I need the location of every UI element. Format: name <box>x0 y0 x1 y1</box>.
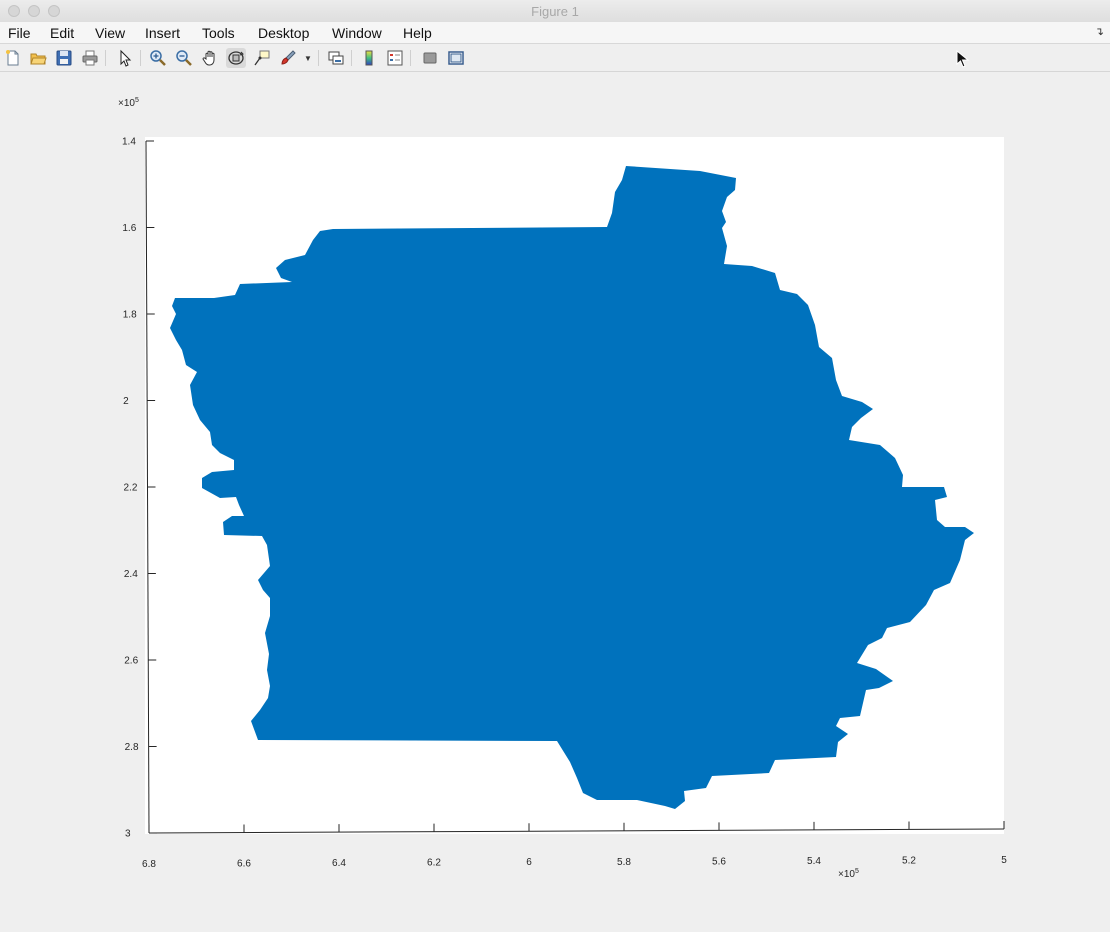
link-plot-icon[interactable] <box>326 48 346 68</box>
x-tick-label: 5.6 <box>712 856 726 867</box>
mouse-pointer-icon <box>956 50 970 68</box>
toolbar-separator <box>318 50 319 66</box>
region-fill <box>170 166 974 809</box>
menu-view[interactable]: View <box>95 25 126 41</box>
hide-plot-tools-icon[interactable] <box>420 48 440 68</box>
y-tick-label: 3 <box>125 829 131 840</box>
brush-icon[interactable] <box>278 48 298 68</box>
colorbar-icon[interactable] <box>359 48 379 68</box>
figure-toolbar: ▼ <box>0 44 1110 72</box>
menu-help[interactable]: Help <box>403 25 432 41</box>
window-titlebar: Figure 1 <box>0 0 1110 23</box>
menubar-dock-chevron-icon[interactable]: ↴ <box>1094 26 1104 38</box>
menubar: File Edit View Insert Tools Desktop Wind… <box>0 22 1110 44</box>
x-tick-label: 5 <box>1001 855 1007 866</box>
x-tick-label: 6 <box>526 857 532 868</box>
x-tick-label: 6.2 <box>427 858 441 869</box>
y-tick-label: 2.6 <box>124 656 138 667</box>
edit-plot-icon[interactable] <box>115 48 135 68</box>
legend-icon[interactable] <box>385 48 405 68</box>
brush-dropdown-chevron-icon[interactable]: ▼ <box>304 54 312 63</box>
x-tick-label: 5.2 <box>902 855 916 866</box>
show-plot-tools-icon[interactable] <box>446 48 466 68</box>
minimize-window-button[interactable] <box>28 5 40 17</box>
y-tick-label: 2.2 <box>124 483 138 494</box>
y-tick-label: 2.8 <box>125 742 139 753</box>
menu-window[interactable]: Window <box>332 25 382 41</box>
print-icon[interactable] <box>80 48 100 68</box>
x-axis-line <box>148 828 1005 834</box>
x-tick-label: 6.6 <box>237 859 251 870</box>
new-figure-icon[interactable] <box>3 48 23 68</box>
y-tick-label: 1.6 <box>122 223 136 234</box>
y-tick-label: 1.4 <box>122 137 136 148</box>
zoom-in-icon[interactable] <box>148 48 168 68</box>
toolbar-separator <box>105 50 106 66</box>
rotate-3d-icon[interactable] <box>226 48 246 68</box>
open-file-icon[interactable] <box>28 48 48 68</box>
y-tick-label: 2 <box>123 396 129 407</box>
menu-insert[interactable]: Insert <box>145 25 181 41</box>
x-tick-label: 6.8 <box>142 859 156 870</box>
toolbar-separator <box>351 50 352 66</box>
zoom-window-button[interactable] <box>48 5 60 17</box>
x-tick-label: 5.4 <box>807 856 821 867</box>
y-tick-label: 1.8 <box>123 310 137 321</box>
figure-canvas: 1.4 1.6 1.8 2 2.2 2.4 2.6 2.8 3 6.8 6.6 6.4 6.2 6 5.8… <box>0 72 1110 927</box>
x-tick-label: 6.4 <box>332 858 346 869</box>
y-axis-exponent-label: ×105 <box>118 97 139 109</box>
menu-edit[interactable]: Edit <box>50 25 75 41</box>
toolbar-separator <box>140 50 141 66</box>
menu-file[interactable]: File <box>8 25 31 41</box>
zoom-out-icon[interactable] <box>174 48 194 68</box>
data-cursor-icon[interactable] <box>252 48 272 68</box>
x-axis-exponent-label: ×105 <box>838 868 859 880</box>
x-tick-label: 5.8 <box>617 857 631 868</box>
close-window-button[interactable] <box>8 5 20 17</box>
window-title: Figure 1 <box>531 4 579 19</box>
menu-tools[interactable]: Tools <box>202 25 235 41</box>
save-icon[interactable] <box>54 48 74 68</box>
pan-icon[interactable] <box>200 48 220 68</box>
menu-desktop[interactable]: Desktop <box>258 25 310 41</box>
toolbar-separator <box>410 50 411 66</box>
y-tick-label: 2.4 <box>124 569 138 580</box>
plot-axes-svg[interactable]: 1.4 1.6 1.8 2 2.2 2.4 2.6 2.8 3 6.8 6.6 6.4 6.2 6 5.8… <box>0 72 1110 927</box>
x-axis <box>148 828 1005 834</box>
